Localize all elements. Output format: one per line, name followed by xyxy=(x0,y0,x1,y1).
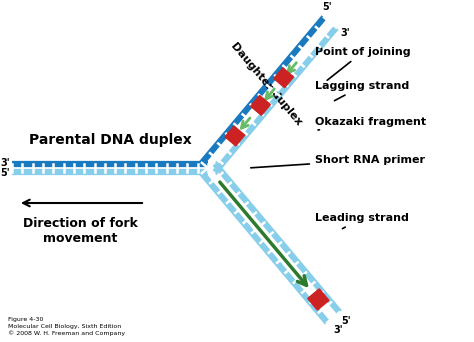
Bar xyxy=(225,126,245,146)
Text: Short RNA primer: Short RNA primer xyxy=(251,155,425,168)
Text: Leading strand: Leading strand xyxy=(315,213,409,229)
Text: Lagging strand: Lagging strand xyxy=(315,81,409,101)
Text: Figure 4-30
Molecular Cell Biology, Sixth Edition
© 2008 W. H. Freeman and Compa: Figure 4-30 Molecular Cell Biology, Sixt… xyxy=(8,317,125,336)
Text: 3': 3' xyxy=(340,28,350,38)
Bar xyxy=(274,68,293,88)
Text: Direction of fork
movement: Direction of fork movement xyxy=(23,217,137,245)
Text: 5': 5' xyxy=(0,168,10,178)
Text: Point of joining: Point of joining xyxy=(315,47,410,80)
Text: Daughter duplex: Daughter duplex xyxy=(229,40,304,127)
Text: 3': 3' xyxy=(333,325,343,334)
Bar xyxy=(308,289,329,310)
Text: Parental DNA duplex: Parental DNA duplex xyxy=(28,133,191,147)
Text: 3': 3' xyxy=(0,158,10,168)
Text: 5': 5' xyxy=(322,2,332,12)
Text: 5': 5' xyxy=(341,316,351,326)
Text: Okazaki fragment: Okazaki fragment xyxy=(315,117,426,130)
Bar xyxy=(251,95,270,115)
